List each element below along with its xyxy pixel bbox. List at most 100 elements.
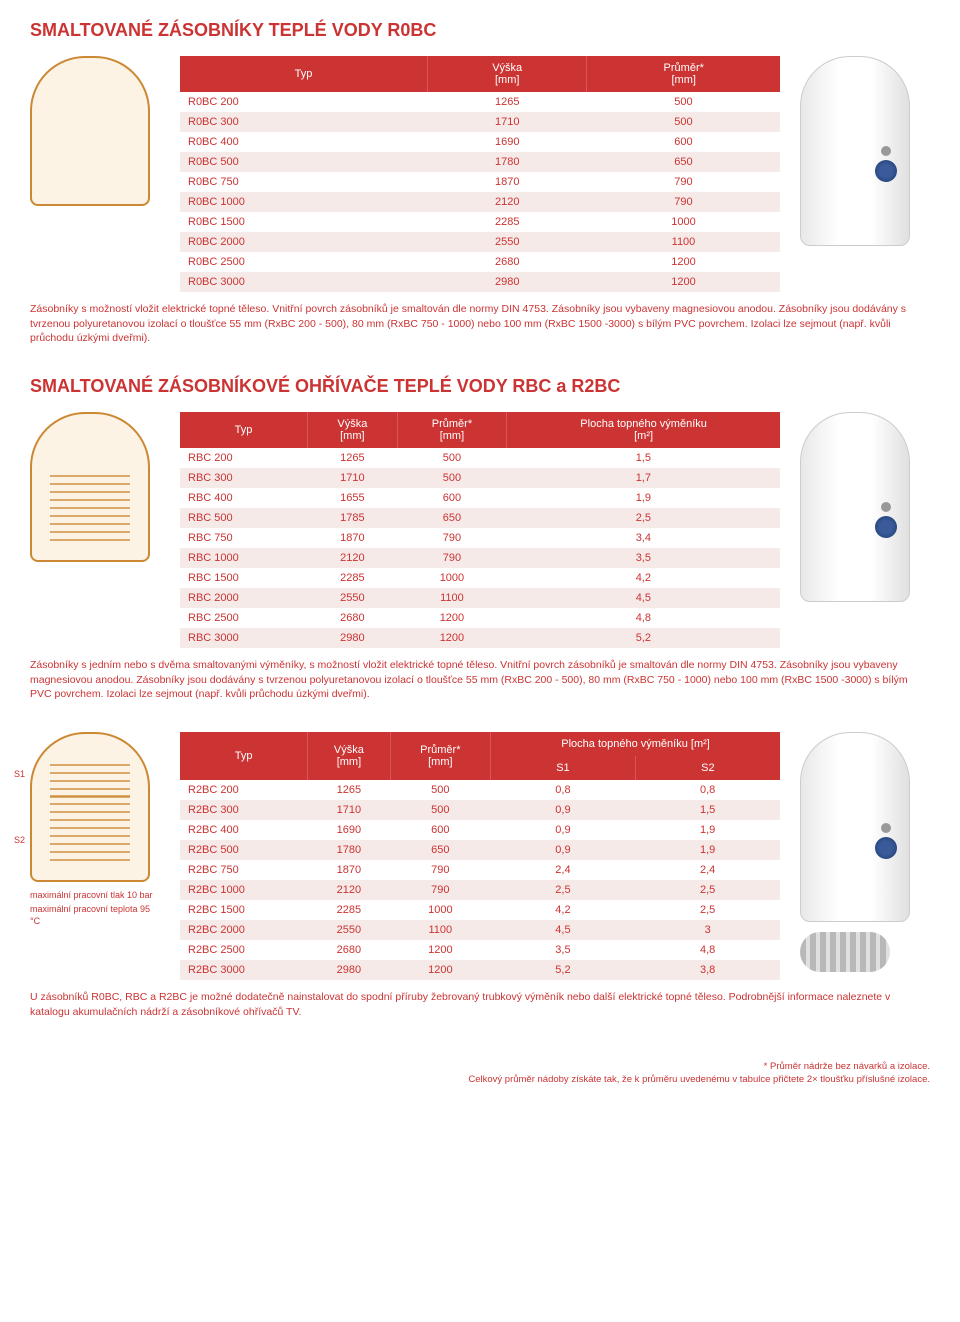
table-row: R2BC 75018707902,42,4 [180,860,780,880]
footer-line1: * Průměr nádrže bez návarků a izolace. [30,1060,930,1073]
table-cell: R0BC 3000 [180,272,427,292]
table-cell: 1000 [587,212,780,232]
table-cell: 790 [390,860,491,880]
table-cell: RBC 1000 [180,548,308,568]
tank-diagram-r0bc [30,56,160,206]
table-cell: 2285 [308,900,390,920]
footer-note: * Průměr nádrže bez návarků a izolace. C… [30,1060,930,1087]
table-cell: 650 [397,508,507,528]
table-cell: 1200 [397,608,507,628]
col-s2: S2 [635,756,780,780]
s2-label: S2 [14,835,25,845]
table-cell: 2,5 [491,880,636,900]
table-cell: 1710 [308,800,390,820]
table-cell: R0BC 300 [180,112,427,132]
table-cell: 0,9 [491,800,636,820]
table-row: R2BC 40016906000,91,9 [180,820,780,840]
product-photo-r0bc [800,56,930,246]
table-cell: 500 [397,448,507,468]
table-cell: 2,5 [507,508,780,528]
table-cell: 5,2 [507,628,780,648]
table-cell: 2285 [427,212,586,232]
table-cell: 1000 [390,900,491,920]
table-cell: 1100 [397,588,507,608]
table-cell: R0BC 1000 [180,192,427,212]
table-cell: 790 [587,192,780,212]
table-cell: 600 [587,132,780,152]
table-cell: 3,8 [635,960,780,980]
table-cell: 2980 [427,272,586,292]
desc-rbc: Zásobníky s jedním nebo s dvěma smaltova… [30,658,930,702]
table-cell: 790 [390,880,491,900]
table-r2bc: Typ Výška[mm] Průměr*[mm] Plocha topného… [180,732,780,980]
s1-label: S1 [14,769,25,779]
table-row: R0BC 2001265500 [180,92,780,112]
col-prumer: Průměr*[mm] [587,56,780,92]
note-tlak: maximální pracovní tlak 10 bar [30,890,160,902]
table-cell: RBC 750 [180,528,308,548]
section-title: SMALTOVANÉ ZÁSOBNÍKOVÉ OHŘÍVAČE TEPLÉ VO… [30,376,930,397]
col-typ: Typ [180,412,308,448]
table-cell: 1200 [587,272,780,292]
table-row: R0BC 5001780650 [180,152,780,172]
section-r2bc: S1 S2 maximální pracovní tlak 10 bar max… [30,732,930,1019]
table-cell: RBC 500 [180,508,308,528]
coil-accessory-image [800,932,890,972]
table-row: R0BC 150022851000 [180,212,780,232]
table-cell: 0,9 [491,820,636,840]
table-cell: 2680 [427,252,586,272]
table-cell: R0BC 2500 [180,252,427,272]
table-cell: R0BC 2000 [180,232,427,252]
table-cell: 0,9 [491,840,636,860]
table-row: R0BC 10002120790 [180,192,780,212]
table-cell: R0BC 750 [180,172,427,192]
table-cell: 2285 [308,568,398,588]
table-cell: 4,5 [491,920,636,940]
col-vyska: Výška[mm] [308,732,390,780]
table-row: RBC 50017856502,5 [180,508,780,528]
table-cell: 1,9 [635,820,780,840]
table-cell: R2BC 1000 [180,880,308,900]
table-row: R0BC 250026801200 [180,252,780,272]
table-cell: 1,5 [635,800,780,820]
tank-diagram-rbc [30,412,160,562]
table-cell: 1690 [308,820,390,840]
section-rbc: SMALTOVANÉ ZÁSOBNÍKOVÉ OHŘÍVAČE TEPLÉ VO… [30,376,930,702]
table-cell: 2,4 [635,860,780,880]
table-cell: 3,5 [491,940,636,960]
table-cell: 1655 [308,488,398,508]
table-cell: R2BC 1500 [180,900,308,920]
table-cell: 1100 [390,920,491,940]
table-cell: 1870 [308,860,390,880]
table-row: RBC 3000298012005,2 [180,628,780,648]
table-cell: 2,4 [491,860,636,880]
table-cell: 1780 [427,152,586,172]
desc-r0bc: Zásobníky s možností vložit elektrické t… [30,302,930,346]
col-typ: Typ [180,56,427,92]
table-cell: RBC 200 [180,448,308,468]
table-cell: 0,8 [635,780,780,800]
table-cell: 1200 [390,940,491,960]
table-row: R2BC 30017105000,91,5 [180,800,780,820]
table-cell: 1200 [390,960,491,980]
table-cell: 500 [390,800,491,820]
table-cell: 500 [587,92,780,112]
table-cell: 2,5 [635,880,780,900]
table-cell: 2550 [427,232,586,252]
table-cell: 4,2 [507,568,780,588]
table-cell: 2680 [308,608,398,628]
table-cell: 600 [390,820,491,840]
col-plocha: Plocha topného výměníku[m²] [507,412,780,448]
table-cell: 3,5 [507,548,780,568]
product-photo-r2bc [800,732,930,972]
product-photo-rbc [800,412,930,602]
table-cell: RBC 3000 [180,628,308,648]
table-cell: 0,8 [491,780,636,800]
table-cell: 1710 [427,112,586,132]
table-row: R0BC 200025501100 [180,232,780,252]
table-row: RBC 20012655001,5 [180,448,780,468]
table-cell: 1200 [587,252,780,272]
table-cell: R0BC 400 [180,132,427,152]
table-cell: 2980 [308,628,398,648]
table-rbc: Typ Výška[mm] Průměr*[mm] Plocha topného… [180,412,780,648]
